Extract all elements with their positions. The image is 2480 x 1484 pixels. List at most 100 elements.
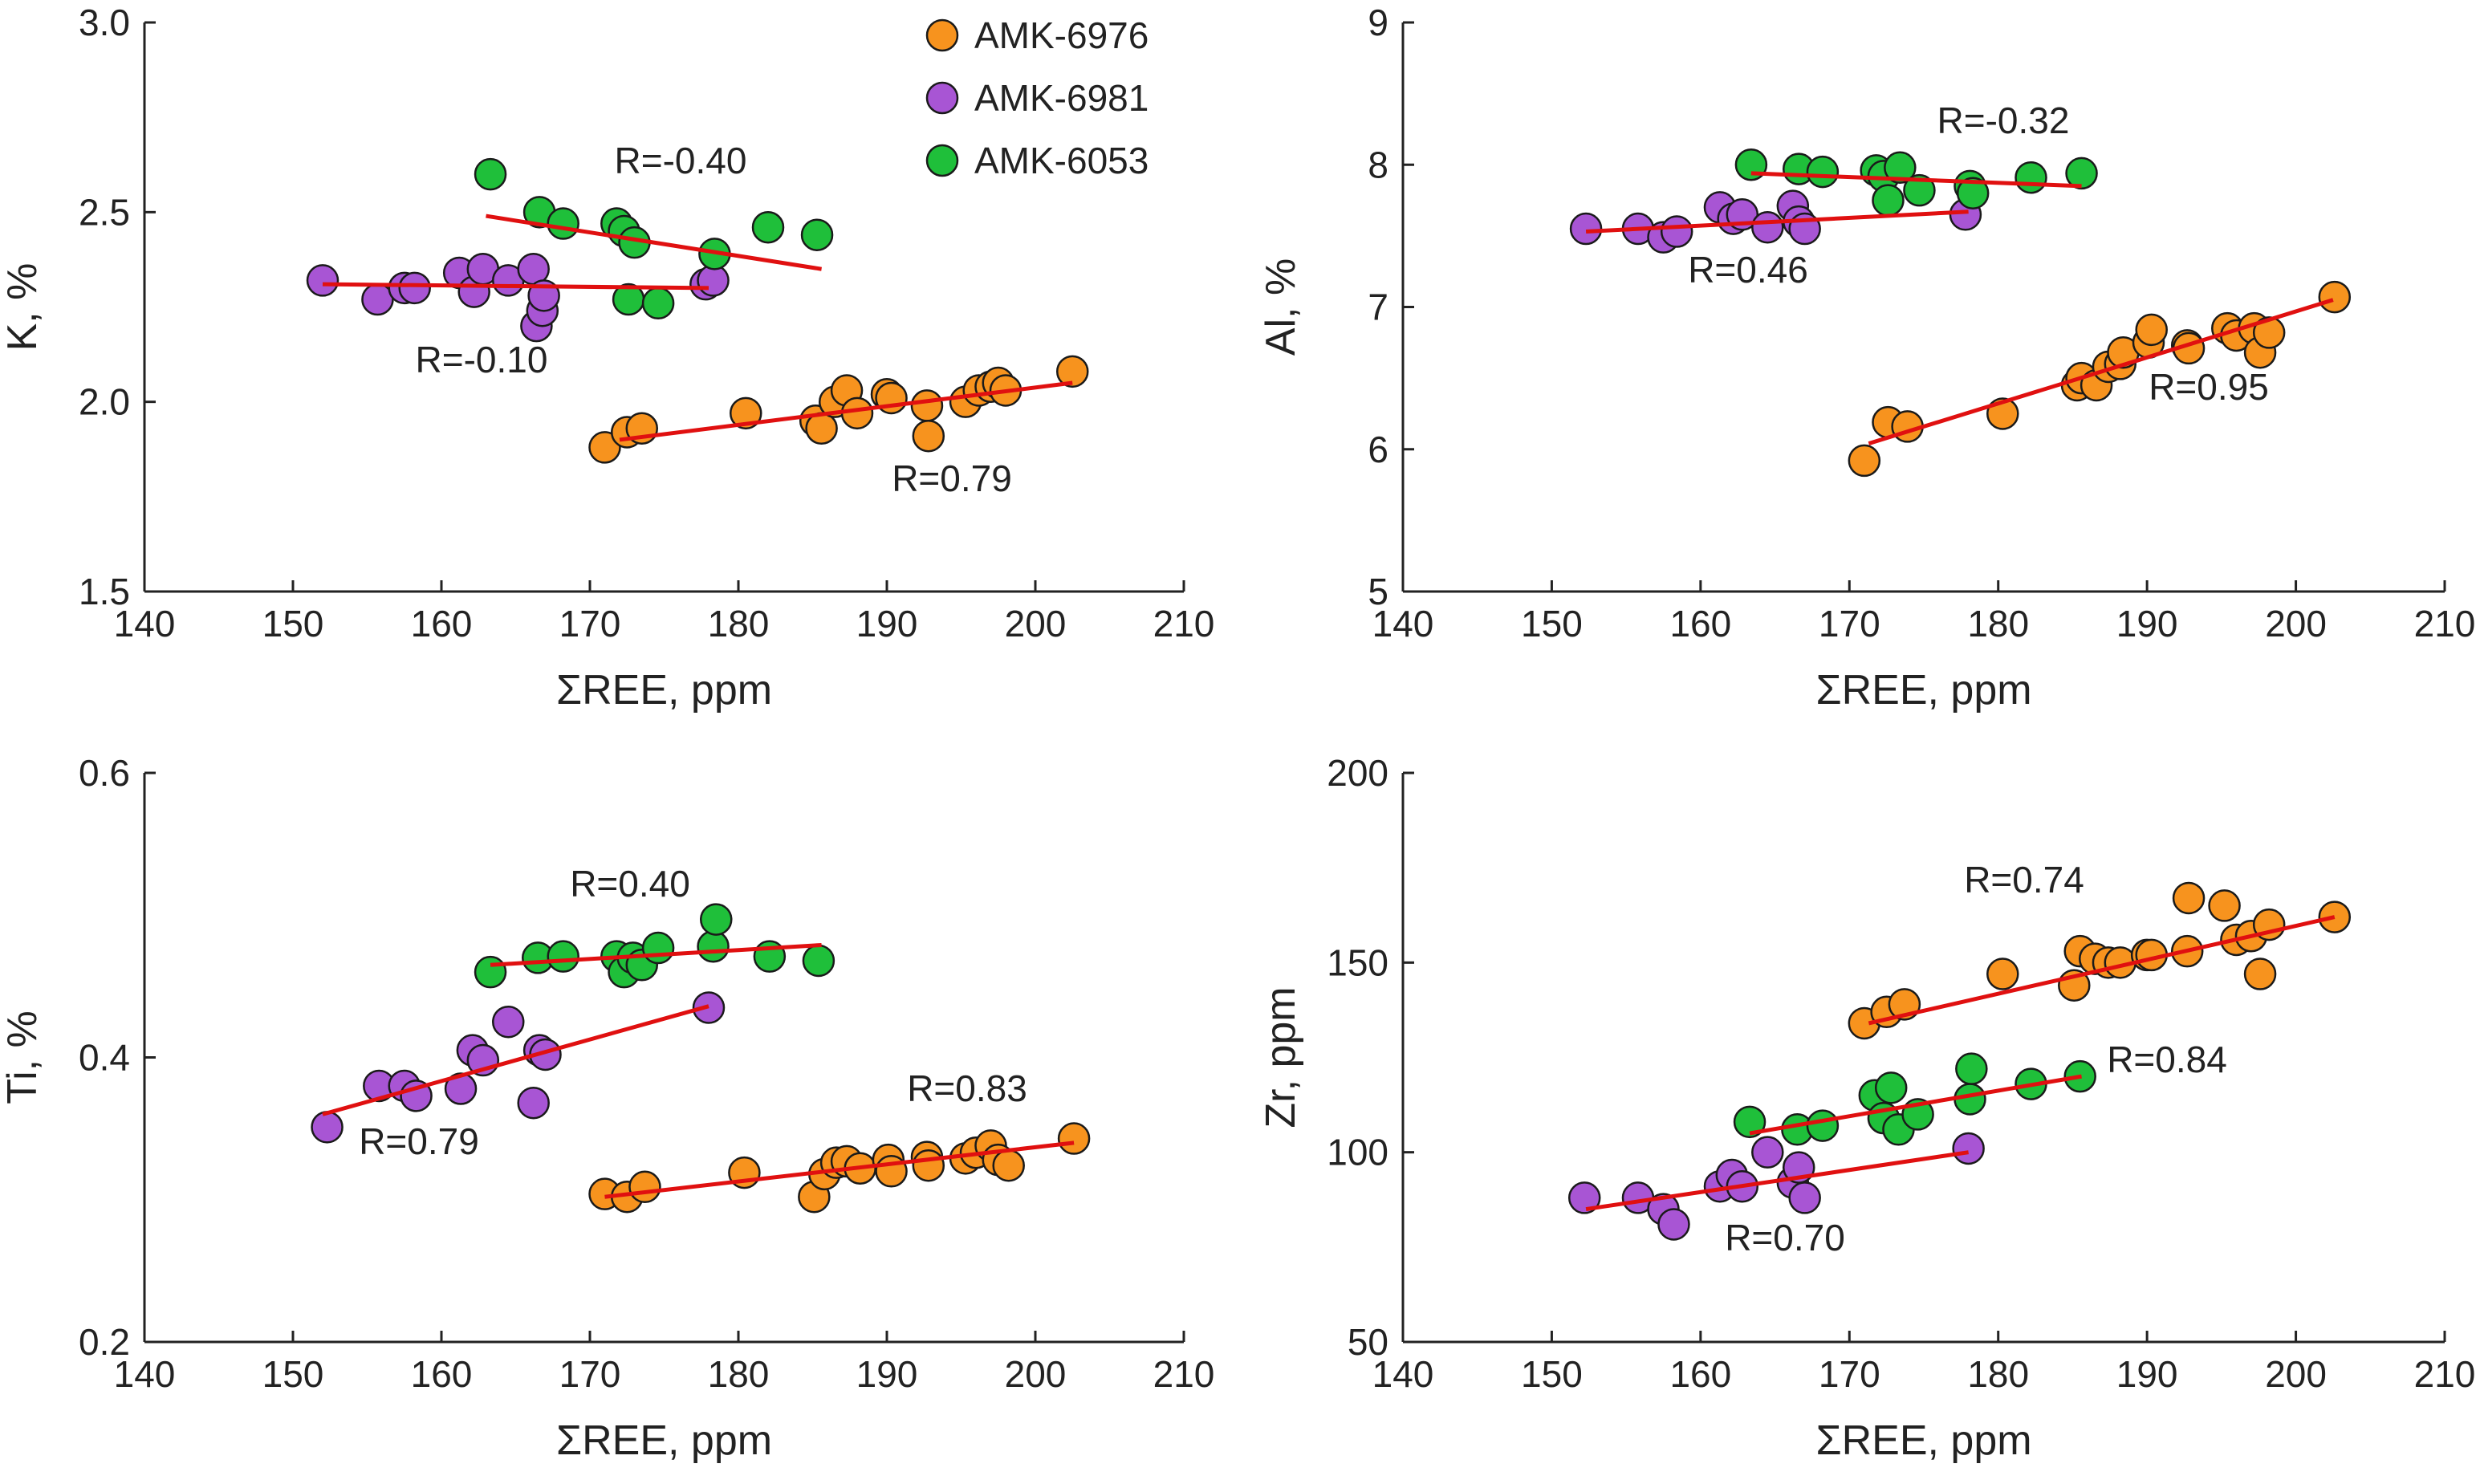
data-point — [912, 419, 945, 453]
data-point — [1056, 355, 1089, 388]
data-point — [800, 218, 834, 251]
x-axis-title: ΣREE, ppm — [1815, 1417, 2031, 1464]
data-point — [547, 940, 579, 973]
x-tick-label: 150 — [1521, 603, 1583, 644]
x-tick-label: 160 — [1669, 1353, 1731, 1395]
correlation-label: R=0.40 — [570, 863, 690, 905]
legend: AMK-6976 AMK-6981 AMK-6053 — [925, 14, 1149, 181]
data-point — [1751, 1136, 1784, 1169]
data-point — [2172, 881, 2206, 915]
data-point — [1956, 177, 1990, 209]
data-point — [641, 931, 675, 965]
y-tick-label: 0.2 — [79, 1321, 130, 1363]
correlation-label: R=0.79 — [892, 457, 1012, 499]
data-point — [1986, 957, 2019, 990]
trend-line — [604, 1140, 1075, 1199]
data-point — [1567, 1181, 1601, 1214]
x-tick-label: 180 — [1967, 1353, 2029, 1395]
x-tick-label: 190 — [2116, 603, 2178, 644]
data-point — [588, 431, 621, 464]
data-point — [311, 1111, 344, 1144]
y-tick-label: 6 — [1368, 429, 1388, 470]
data-point — [1884, 151, 1917, 185]
data-point — [1952, 1132, 1985, 1165]
data-point — [1733, 1105, 1766, 1139]
data-point — [2318, 280, 2352, 314]
trend-line — [1868, 915, 2336, 1026]
x-axis-title: ΣREE, ppm — [556, 667, 772, 714]
x-tick-label: 210 — [2414, 603, 2476, 644]
correlation-label: R=0.79 — [359, 1120, 479, 1162]
series-amk-6976 — [588, 355, 1089, 464]
trend-line — [619, 380, 1073, 442]
y-tick-label: 50 — [1348, 1321, 1388, 1363]
x-tick-label: 140 — [1372, 603, 1434, 644]
trend-line — [1868, 298, 2334, 446]
x-tick-label: 210 — [2414, 1353, 2476, 1395]
x-tick-label: 140 — [1372, 1353, 1434, 1395]
data-point — [1903, 173, 1936, 207]
y-tick-label: 3.0 — [79, 2, 130, 43]
x-tick-label: 200 — [2265, 603, 2327, 644]
x-tick-label: 180 — [708, 1353, 770, 1395]
x-tick-label: 140 — [114, 603, 176, 644]
x-tick-label: 150 — [262, 1353, 324, 1395]
x-tick-label: 190 — [856, 603, 918, 644]
correlation-label: R=0.84 — [2107, 1039, 2227, 1080]
y-tick-label: 8 — [1368, 144, 1388, 185]
x-tick-label: 190 — [2116, 1353, 2178, 1395]
y-tick-label: 150 — [1327, 941, 1388, 983]
trend-line — [486, 213, 822, 271]
data-point — [1955, 1052, 1988, 1085]
y-tick-label: 200 — [1327, 752, 1388, 794]
x-tick-label: 200 — [2265, 1353, 2327, 1395]
data-point — [1806, 1109, 1840, 1142]
data-point — [641, 287, 675, 320]
data-point — [1872, 184, 1905, 217]
al-panel: 140 150 160 170 180 190 200 210 5 6 7 8 9 ΣREE, ppm Al… — [1258, 2, 2475, 714]
x-tick-label: 170 — [559, 1353, 621, 1395]
legend-marker — [925, 81, 959, 115]
k-panel: 140 150 160 170 180 190 200 210 1.5 2.0 2.5 3.0 ΣREE… — [0, 2, 1214, 714]
ti-panel: 140 150 160 170 180 190 200 210 0.2 0.4 0.6 ΣREE, p… — [0, 752, 1214, 1464]
y-tick-label: 2.5 — [79, 191, 130, 233]
data-point — [1660, 215, 1693, 248]
trend-line — [1585, 1150, 1969, 1212]
data-point — [2065, 157, 2098, 190]
data-point — [700, 903, 733, 936]
trend-line — [1585, 209, 1969, 234]
legend-label: AMK-6053 — [974, 140, 1149, 181]
y-axis-title: Al, % — [1258, 258, 1304, 356]
correlation-label: R=0.95 — [2149, 366, 2269, 408]
data-point — [547, 207, 579, 240]
series-amk-6981 — [306, 252, 730, 343]
x-tick-label: 160 — [1669, 603, 1731, 644]
data-point — [1848, 444, 1881, 478]
data-point — [2252, 316, 2286, 349]
x-tick-label: 170 — [1819, 1353, 1880, 1395]
data-point — [492, 1005, 525, 1039]
x-tick-label: 170 — [1819, 603, 1880, 644]
trend-line — [322, 282, 709, 291]
series-amk-6976 — [588, 1122, 1091, 1214]
data-point — [910, 389, 944, 422]
y-tick-label: 7 — [1368, 287, 1388, 328]
correlation-label: R=0.74 — [1964, 859, 2084, 901]
trend-line — [490, 942, 822, 967]
legend-marker — [925, 18, 959, 52]
data-point — [912, 1149, 945, 1182]
data-point — [474, 157, 507, 191]
x-tick-label: 160 — [411, 1353, 473, 1395]
y-tick-label: 5 — [1368, 571, 1388, 612]
data-point — [398, 271, 431, 305]
correlation-label: R=0.83 — [907, 1067, 1027, 1109]
x-tick-label: 210 — [1153, 1353, 1215, 1395]
x-tick-label: 200 — [1005, 603, 1067, 644]
data-point — [751, 210, 785, 244]
y-tick-label: 2.0 — [79, 381, 130, 423]
data-point — [730, 396, 762, 430]
x-tick-label: 160 — [411, 603, 473, 644]
series-amk-6976 — [1848, 881, 2352, 1040]
